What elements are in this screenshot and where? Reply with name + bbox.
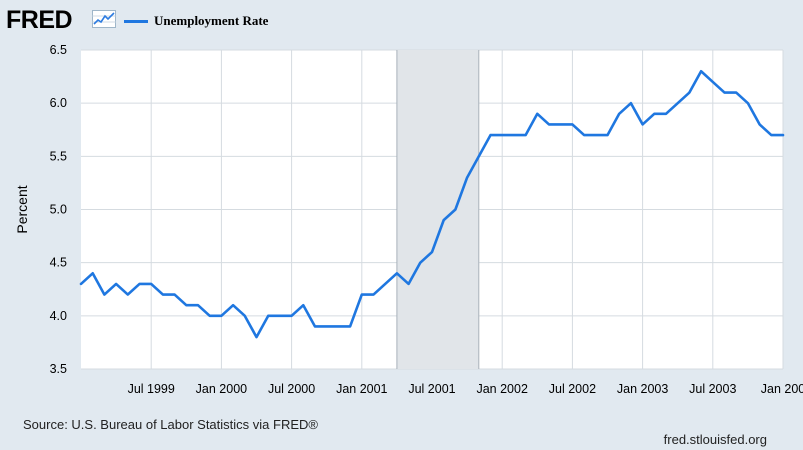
series-line-unemployment-rate[interactable] <box>79 69 785 339</box>
y-tick-label: 6.0 <box>50 96 67 110</box>
x-tick-label: Jul 2000 <box>268 382 315 396</box>
recession-band <box>396 50 479 369</box>
fred-logo[interactable]: FRED <box>6 6 73 34</box>
legend-series-label[interactable]: Unemployment Rate <box>154 13 269 28</box>
x-tick-label: Jul 2002 <box>549 382 596 396</box>
trend-graph-icon <box>92 10 116 28</box>
series-layer <box>79 69 785 339</box>
site-url[interactable]: fred.stlouisfed.org <box>663 432 767 447</box>
x-tick-label: Jan 2002 <box>476 382 527 396</box>
y-tick-label: 5.5 <box>50 149 67 163</box>
x-tick-label: Jan 2003 <box>617 382 668 396</box>
x-tick-label: Jan 200 <box>761 382 803 396</box>
x-tick-label: Jan 2001 <box>336 382 387 396</box>
y-tick-label: 4.5 <box>50 256 67 270</box>
legend: Unemployment Rate <box>124 12 268 30</box>
recession-layer <box>396 50 480 369</box>
y-tick-label: 4.0 <box>50 309 67 323</box>
x-tick-label: Jul 1999 <box>128 382 175 396</box>
y-axis-title: Percent <box>14 185 30 233</box>
y-tick-label: 5.0 <box>50 203 67 217</box>
y-tick-label: 3.5 <box>50 362 67 376</box>
y-tick-label: 6.5 <box>50 43 67 57</box>
x-tick-label: Jan 2000 <box>196 382 247 396</box>
source-note: Source: U.S. Bureau of Labor Statistics … <box>23 417 318 432</box>
x-tick-label: Jul 2001 <box>408 382 455 396</box>
legend-swatch <box>124 19 148 23</box>
axis-layer: 3.5 4.0 4.5 5.0 5.5 6.0 6.5 Jul 1999 Jan 2000 Jul… <box>14 43 803 396</box>
x-tick-label: Jul 2003 <box>689 382 736 396</box>
